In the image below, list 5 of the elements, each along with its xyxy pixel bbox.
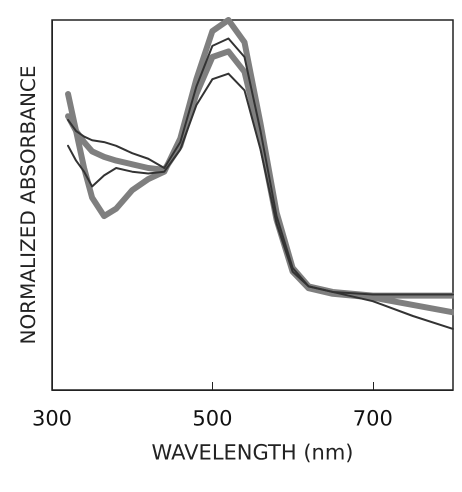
x-tick-label: 700: [352, 406, 393, 430]
x-tick-label: 500: [192, 406, 232, 430]
x-tick-label: 300: [32, 406, 72, 430]
x-axis-title: WAVELENGTH (nm): [152, 440, 354, 464]
y-axis-title: NORMALIZED ABSORBANCE: [16, 65, 40, 345]
